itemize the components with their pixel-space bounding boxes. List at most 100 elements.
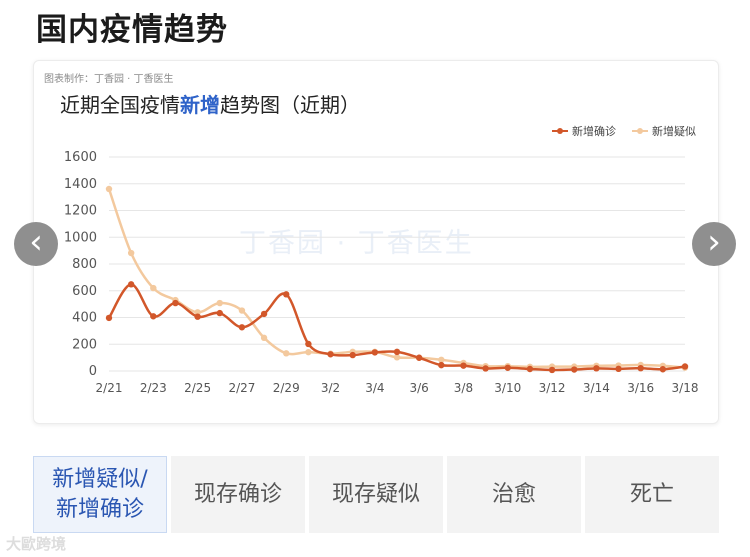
x-tick-label: 3/10: [494, 381, 521, 395]
tab-label: 现存确诊: [193, 481, 282, 507]
chart-legend[interactable]: 新增确诊 新增疑似: [552, 123, 696, 139]
carousel-next-button[interactable]: ›: [692, 222, 736, 266]
data-point[interactable]: [216, 299, 223, 307]
tab-label: 死亡: [629, 481, 674, 507]
x-tick-label: 2/27: [228, 381, 255, 395]
data-point[interactable]: [637, 364, 644, 372]
data-point[interactable]: [105, 314, 113, 322]
data-point[interactable]: [150, 284, 157, 292]
x-tick-label: 2/25: [184, 381, 211, 395]
chart-title: 近期全国疫情新增趋势图（近期）: [60, 89, 360, 118]
data-point[interactable]: [460, 362, 467, 369]
x-tick-label: 2/21: [96, 381, 123, 395]
x-tick-label: 3/4: [365, 381, 384, 395]
data-point[interactable]: [393, 348, 401, 356]
tab-label: 现存疑似: [331, 481, 420, 507]
tab-label: 治愈: [491, 481, 536, 507]
y-tick-label: 1400: [64, 177, 97, 192]
data-point[interactable]: [349, 351, 356, 359]
x-tick-label: 3/6: [409, 381, 428, 395]
tab-current-suspected[interactable]: 现存疑似: [309, 456, 443, 533]
y-tick-label: 800: [72, 257, 97, 272]
chart-title-highlight: 新增: [180, 93, 220, 117]
data-point[interactable]: [438, 356, 445, 363]
chart-card: 图表制作：丁香园 · 丁香医生 近期全国疫情新增趋势图（近期） 丁香园 · 丁香…: [33, 60, 719, 424]
carousel-prev-button[interactable]: ‹: [14, 222, 58, 266]
grid-lines: [109, 156, 685, 372]
data-point[interactable]: [305, 348, 312, 356]
legend-label-suspected: 新增疑似: [652, 125, 696, 138]
data-point[interactable]: [438, 361, 445, 369]
y-tick-label: 0: [89, 364, 97, 379]
data-point[interactable]: [216, 309, 223, 317]
chart-tabs: 新增疑似/新增确诊 现存确诊 现存疑似 治愈 死亡: [33, 456, 719, 533]
data-point[interactable]: [127, 249, 135, 257]
data-point[interactable]: [571, 366, 578, 373]
data-point[interactable]: [548, 366, 556, 374]
y-tick-label: 200: [72, 337, 97, 352]
data-point[interactable]: [659, 366, 667, 373]
data-point[interactable]: [593, 365, 600, 372]
data-point[interactable]: [305, 340, 312, 348]
x-tick-label: 3/2: [321, 381, 340, 395]
chart-title-suffix: 趋势图（近期）: [220, 93, 360, 117]
y-tick-label: 1600: [64, 150, 97, 165]
data-point[interactable]: [415, 354, 423, 361]
data-point[interactable]: [150, 313, 157, 320]
series-suspected: [105, 185, 689, 371]
chart-title-prefix: 近期全国疫情: [60, 93, 180, 117]
chevron-right-icon: ›: [707, 222, 721, 262]
data-point[interactable]: [194, 313, 201, 320]
y-tick-label: 1200: [64, 204, 97, 219]
chart-credit: 图表制作：丁香园 · 丁香医生: [44, 74, 174, 85]
tab-label: 新增疑似/新增确诊: [52, 466, 148, 522]
x-tick-label: 3/16: [627, 381, 654, 395]
page-title: 国内疫情趋势: [36, 12, 228, 48]
data-point[interactable]: [504, 364, 511, 371]
x-tick-label: 3/14: [583, 381, 610, 395]
series-confirmed: [105, 281, 689, 374]
tab-recovered[interactable]: 治愈: [447, 456, 581, 533]
data-point[interactable]: [482, 365, 489, 372]
data-point[interactable]: [238, 324, 246, 331]
data-point[interactable]: [127, 281, 135, 288]
tab-new-suspected-confirmed[interactable]: 新增疑似/新增确诊: [33, 456, 167, 533]
x-tick-label: 2/23: [140, 381, 167, 395]
y-axis-labels: 0 200 400 600 800 1000 1200 1400 1600: [64, 150, 97, 379]
y-tick-label: 1000: [64, 230, 97, 245]
legend-swatch-confirmed: [552, 127, 568, 135]
x-axis-labels: 2/21 2/23 2/25 2/27 2/29 3/2 3/4 3/6 3/8 3/10 3/12…: [96, 381, 699, 395]
data-point[interactable]: [526, 365, 534, 373]
tab-current-confirmed[interactable]: 现存确诊: [171, 456, 305, 533]
data-point[interactable]: [260, 334, 268, 342]
legend-swatch-suspected: [632, 127, 648, 135]
data-point[interactable]: [105, 185, 113, 193]
data-point[interactable]: [681, 363, 689, 370]
series-line: [107, 188, 686, 369]
legend-item-confirmed[interactable]: 新增确诊: [552, 123, 616, 139]
legend-label-confirmed: 新增确诊: [572, 125, 616, 138]
data-point[interactable]: [615, 365, 622, 373]
y-tick-label: 600: [72, 284, 97, 299]
corner-watermark: 大歐跨境: [6, 535, 67, 553]
y-tick-label: 400: [72, 311, 97, 326]
data-point[interactable]: [260, 310, 268, 318]
data-point[interactable]: [283, 350, 290, 357]
x-tick-label: 2/29: [273, 381, 300, 395]
data-point[interactable]: [371, 349, 379, 356]
tab-deaths[interactable]: 死亡: [585, 456, 719, 533]
chevron-left-icon: ‹: [29, 222, 43, 262]
x-tick-label: 3/12: [539, 381, 566, 395]
x-tick-label: 3/18: [672, 381, 699, 395]
legend-item-suspected[interactable]: 新增疑似: [632, 123, 696, 139]
chart-watermark: 丁香园 · 丁香医生: [239, 228, 474, 259]
data-point[interactable]: [283, 291, 290, 298]
data-point[interactable]: [327, 351, 334, 358]
data-point[interactable]: [194, 309, 201, 316]
data-point[interactable]: [393, 354, 401, 361]
series-layer: [105, 185, 689, 374]
data-point[interactable]: [172, 299, 179, 307]
data-point[interactable]: [238, 307, 246, 314]
x-tick-label: 3/8: [454, 381, 473, 395]
